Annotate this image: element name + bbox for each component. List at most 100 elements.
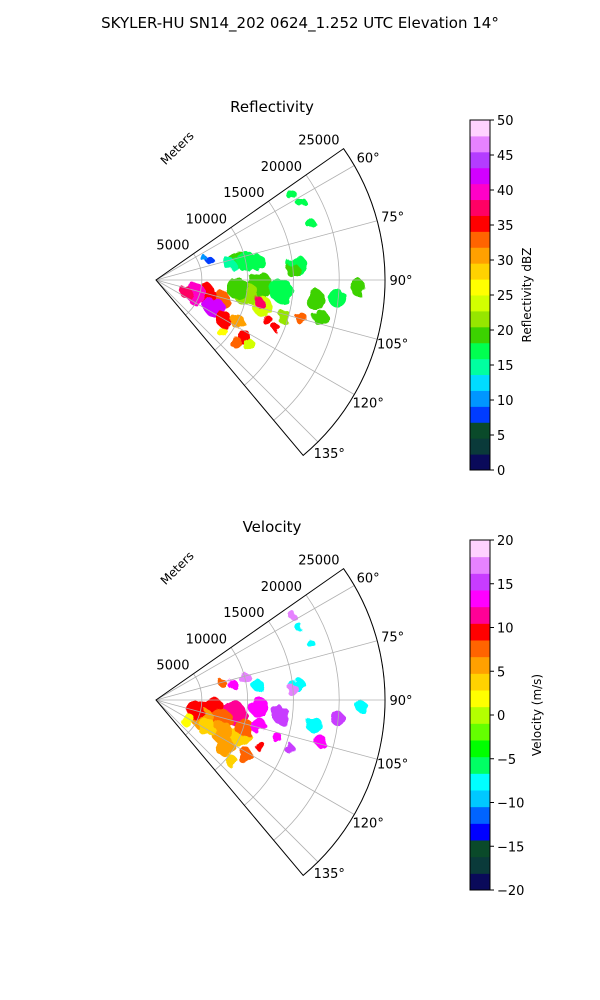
angular-tick-label: 60°: [357, 152, 380, 167]
colorbar-segment: [470, 279, 490, 296]
velocity-frame: [155, 567, 386, 877]
colorbar-tick-label: −15: [497, 840, 524, 855]
angular-tick-label: 105°: [377, 337, 408, 352]
colorbar-segment: [470, 840, 490, 858]
echo-cell: [248, 697, 269, 718]
grid-spoke: [155, 220, 378, 281]
colorbar-tick-label: 0: [497, 709, 505, 724]
velocity-colorbar: −20 −15 −10 −5 0 5 10 15 20: [469, 534, 524, 899]
echo-cell: [355, 701, 368, 714]
echo-cell: [205, 256, 214, 265]
colorbar-segment: [470, 623, 490, 641]
grid-spoke: [155, 279, 378, 340]
echo-cell: [306, 717, 323, 734]
grid-spoke: [155, 699, 355, 815]
echo-cell: [249, 254, 266, 271]
radial-tick-label: 25000: [298, 134, 339, 149]
colorbar-segment: [470, 873, 490, 891]
grid-spoke: [155, 699, 319, 863]
angular-tick-label: 135°: [314, 867, 345, 882]
grid-ring: [244, 620, 294, 806]
grid-ring: [273, 594, 340, 841]
angular-tick-label: 90°: [389, 694, 412, 709]
reflectivity-title: Reflectivity: [230, 98, 314, 116]
echo-cell: [305, 218, 316, 229]
angular-tick-label: 135°: [314, 447, 345, 462]
colorbar-segment: [470, 690, 490, 708]
velocity-colorbar-label: Velocity (m/s): [530, 674, 544, 756]
colorbar-segment: [470, 310, 490, 328]
colorbar-segment: [470, 247, 490, 264]
colorbar-tick-label: 15: [497, 578, 514, 593]
colorbar-segment: [470, 540, 490, 558]
echo-cell: [237, 747, 254, 764]
colorbar-segment: [470, 199, 490, 216]
velocity-panel: Velocity 5000 10000 15000 20000 25000 60° 75°…: [155, 518, 544, 899]
angular-tick-label: 75°: [381, 631, 404, 646]
echo-cell: [204, 297, 225, 318]
colorbar-tick-label: −5: [497, 753, 516, 768]
reflectivity-colorbar: 0 5 10 15 20 25 30 35 40 45 50: [469, 114, 514, 479]
velocity-radial-axis-label: Meters: [158, 549, 197, 588]
colorbar-segment: [470, 183, 490, 201]
echo-cell: [262, 315, 273, 326]
grid-spoke: [155, 165, 355, 281]
angular-tick-label: 120°: [353, 397, 384, 412]
grid-ring: [185, 253, 203, 316]
echo-cell: [294, 623, 303, 632]
radial-tick-label: 10000: [186, 212, 227, 227]
colorbar-segment: [470, 374, 490, 391]
sector-outline: [155, 147, 386, 457]
page-title: SKYLER-HU SN14_202 0624_1.252 UTC Elevat…: [101, 14, 499, 32]
colorbar-segment: [470, 656, 490, 674]
echo-cell: [284, 743, 295, 754]
velocity-title: Velocity: [243, 518, 302, 536]
radial-tick-label: 15000: [223, 606, 264, 621]
colorbar-segment: [470, 167, 490, 185]
colorbar-segment: [470, 120, 490, 137]
echo-cell: [215, 325, 226, 336]
colorbar-segment: [470, 706, 490, 724]
echo-cell: [296, 197, 307, 208]
colorbar-segment: [470, 326, 490, 344]
echo-cell: [201, 255, 208, 262]
colorbar-tick-label: 40: [497, 184, 514, 199]
grid-ring: [185, 673, 203, 736]
radial-tick-label: 10000: [186, 632, 227, 647]
colorbar-segment: [470, 673, 490, 691]
echo-cell: [269, 278, 294, 303]
echo-cell: [214, 736, 235, 757]
sector-outline: [155, 567, 386, 877]
angular-tick-label: 75°: [381, 211, 404, 226]
grid-spoke: [155, 699, 378, 760]
colorbar-segment: [470, 454, 490, 471]
colorbar-segment: [470, 556, 490, 574]
colorbar-segment: [470, 135, 490, 153]
echo-cell: [227, 678, 238, 689]
colorbar-segment: [470, 390, 490, 407]
echo-cell: [272, 706, 291, 725]
echo-cell: [250, 717, 267, 734]
colorbar-segment: [470, 773, 490, 791]
echo-cell: [273, 324, 282, 333]
colorbar-segment: [470, 438, 490, 455]
reflectivity-radial-ticks: 5000 10000 15000 20000 25000: [156, 134, 339, 254]
radial-tick-label: 20000: [261, 160, 302, 175]
colorbar-segment: [470, 573, 490, 591]
echo-cell: [271, 731, 282, 742]
echo-cell: [305, 289, 326, 310]
colorbar-segment: [470, 231, 490, 248]
echo-cell: [286, 190, 297, 201]
echo-cell: [254, 296, 265, 307]
colorbar-tick-label: 45: [497, 149, 514, 164]
colorbar-segment: [470, 740, 490, 758]
colorbar-tick-label: 35: [497, 219, 514, 234]
colorbar-segment: [470, 806, 490, 824]
radial-tick-label: 25000: [298, 554, 339, 569]
colorbar-segment: [470, 723, 490, 741]
echo-cell: [306, 639, 315, 648]
colorbar-segment: [470, 406, 490, 423]
colorbar-tick-label: 15: [497, 359, 514, 374]
grid-ring: [244, 200, 294, 386]
